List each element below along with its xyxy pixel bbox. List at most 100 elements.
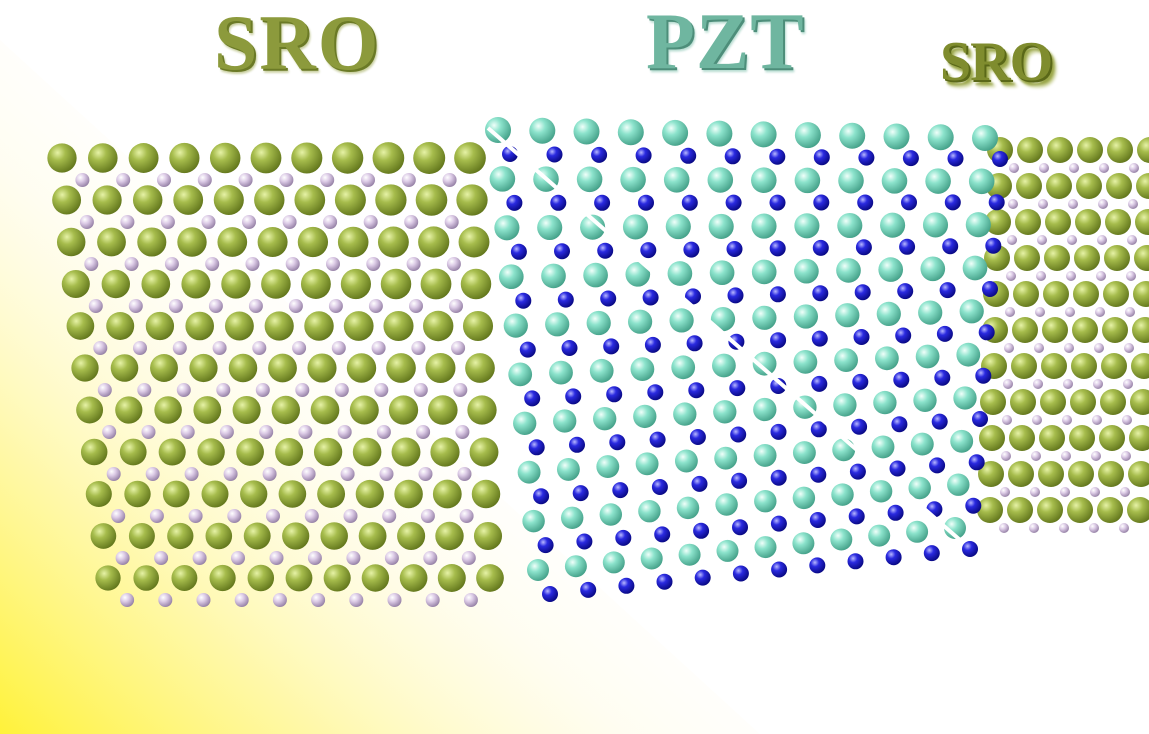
pzt-large-atom (922, 212, 949, 238)
sro-large-atom (377, 226, 409, 258)
sro-small-atom (172, 341, 187, 355)
sro-large-atom (1076, 173, 1102, 199)
pzt-large-atom (871, 435, 895, 459)
sro-small-atom (1096, 271, 1106, 281)
sro-large-atom (181, 269, 211, 299)
sro-large-atom (397, 521, 426, 551)
sro-small-atom (1129, 163, 1139, 173)
pzt-large-atom (831, 483, 854, 506)
sro-large-atom (304, 311, 334, 341)
pzt-small-atom (686, 335, 703, 352)
sro-large-atom (1098, 461, 1124, 487)
sro-small-atom (1120, 487, 1130, 497)
pzt-small-atom (576, 533, 593, 550)
sro-small-atom (242, 215, 256, 229)
pzt-large-atom (906, 520, 929, 543)
sro-small-atom (1035, 307, 1045, 317)
sro-small-atom (382, 509, 397, 523)
sro-small-atom (216, 383, 231, 397)
sro-small-atom (361, 173, 375, 187)
pzt-large-atom (793, 350, 818, 374)
sro-large-atom (337, 226, 369, 258)
sro-small-atom (320, 173, 335, 187)
sro-small-atom (301, 467, 316, 481)
sro-small-atom (1033, 379, 1043, 389)
sro-large-atom (1071, 353, 1097, 379)
sro-large-atom (141, 269, 171, 299)
pzt-large-atom (537, 214, 563, 241)
sro-large-atom (1007, 497, 1033, 523)
sro-large-atom (394, 479, 423, 509)
pzt-large-atom (838, 167, 864, 194)
sro-small-atom (1124, 343, 1134, 353)
sro-small-atom (304, 509, 319, 523)
pzt-large-atom (508, 362, 533, 387)
sro-small-atom (164, 257, 179, 271)
pzt-large-atom (541, 263, 566, 289)
sro-large-atom (471, 479, 501, 509)
pzt-small-atom (849, 463, 866, 480)
sro-large-atom (1011, 353, 1037, 379)
pzt-large-atom (549, 360, 573, 385)
sro-large-atom (137, 227, 167, 257)
sro-small-atom (1065, 307, 1075, 317)
pzt-large-atom (953, 386, 977, 410)
pzt-small-atom (992, 151, 1008, 167)
pzt-small-atom (771, 561, 788, 578)
pzt-small-atom (565, 388, 582, 405)
pzt-large-atom (708, 213, 734, 239)
sro-large-atom (247, 564, 275, 592)
pzt-large-atom (752, 351, 777, 376)
pzt-large-atom (839, 122, 866, 149)
sro-small-atom (1126, 271, 1136, 281)
pzt-small-atom (647, 384, 664, 401)
pzt-large-atom (753, 443, 777, 467)
sro-large-atom (124, 480, 151, 508)
pzt-large-atom (560, 506, 584, 530)
pzt-small-atom (769, 194, 786, 211)
pzt-small-atom (929, 457, 946, 474)
pzt-large-atom (832, 438, 856, 462)
sro-large-atom (340, 268, 371, 300)
sro-large-atom (1042, 317, 1068, 343)
sro-small-atom (238, 173, 253, 187)
pzt-large-atom (485, 117, 511, 143)
sro-small-atom (234, 593, 249, 607)
sro-large-atom (372, 142, 405, 174)
sro-small-atom (1037, 235, 1047, 245)
sro-large-atom (458, 226, 490, 258)
sro-small-atom (1121, 451, 1131, 461)
sro-large-atom (1132, 317, 1149, 343)
sro-large-atom (413, 142, 446, 174)
pzt-small-atom (618, 577, 635, 594)
pzt-large-atom (834, 348, 858, 372)
sro-large-atom (358, 522, 387, 550)
sro-small-atom (115, 551, 130, 565)
sro-large-atom (437, 564, 466, 592)
sro-large-atom (343, 311, 374, 341)
sro-small-atom (141, 425, 156, 439)
pzt-small-atom (939, 282, 956, 299)
pzt-small-atom (609, 434, 626, 451)
sro-large-atom (1105, 209, 1131, 235)
sro-large-atom (185, 311, 214, 341)
sro-small-atom (245, 257, 260, 271)
sro-small-atom (409, 299, 423, 313)
sro-large-atom (205, 522, 233, 550)
sro-large-atom (420, 268, 452, 300)
sro-small-atom (1094, 343, 1104, 353)
pzt-small-atom (893, 371, 910, 388)
sro-small-atom (334, 383, 349, 397)
sro-large-atom (383, 310, 414, 342)
sro-large-atom (423, 310, 454, 342)
sro-small-atom (366, 257, 381, 271)
sro-large-atom (115, 396, 143, 424)
sro-small-atom (376, 425, 391, 439)
sro-large-atom (221, 269, 251, 299)
sro-small-atom (248, 299, 263, 313)
sro-small-atom (266, 509, 280, 523)
sro-small-atom (411, 341, 426, 355)
pzt-large-atom (835, 303, 860, 328)
sro-large-atom (1046, 173, 1072, 199)
pzt-large-atom (529, 117, 556, 144)
